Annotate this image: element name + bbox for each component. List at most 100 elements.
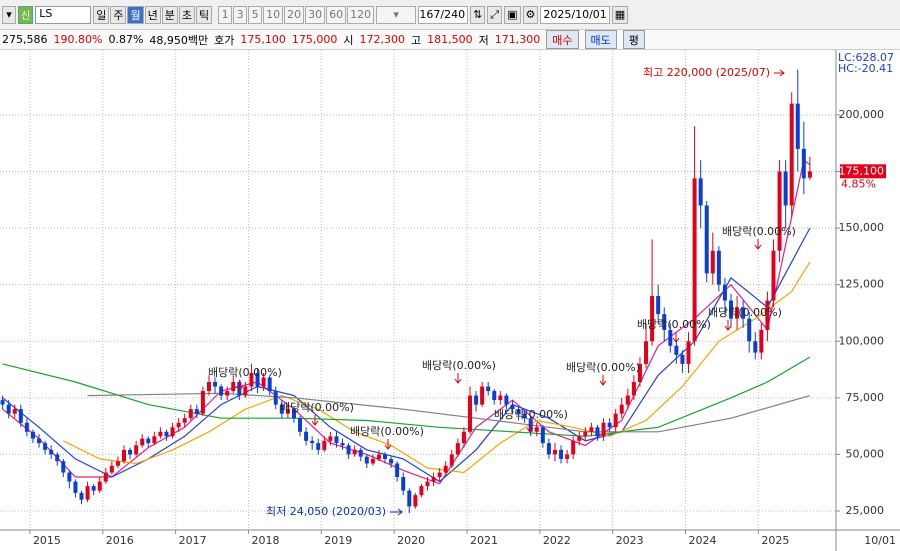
period-button[interactable]: 주 [110,5,127,24]
candle-body [625,395,630,405]
candle-body [30,431,35,439]
dividend-label: 배당락(0.00%) [422,359,496,372]
candle-body [443,465,448,473]
candle-body [219,386,224,396]
y-tick-label: 125,000 [839,278,885,291]
interval-button[interactable]: 10 [263,5,284,24]
candle-body [474,395,479,405]
interval-button[interactable]: 30 [305,5,326,24]
interval-button[interactable]: 1 [218,5,233,24]
candle-body [170,427,175,437]
moving-average [2,227,811,483]
dividend-arrow [724,320,732,331]
dividend-arrow [311,415,319,426]
candle-body [637,363,642,382]
candle-body [698,178,703,206]
y-tick-label: 200,000 [839,108,885,121]
x-tick-label: 2021 [470,534,498,547]
tool[interactable]: ⚙ [522,5,539,24]
candle-body [261,377,266,387]
interval-button[interactable]: 60 [326,5,347,24]
candle-body [0,400,5,405]
chart: 25,000 50,000 75,000 100,000 125,000 150,000 1… [0,50,900,551]
interval-button[interactable]: 5 [248,5,263,24]
tool[interactable]: ▣ [504,5,521,24]
dividend-label: 배당락(0.00%) [350,425,424,438]
candle-body [115,461,120,466]
x-tick-label: 2019 [324,534,352,547]
candle-body [376,454,381,459]
sell-button[interactable]: 매도 [584,30,617,49]
period-button[interactable]: 초 [178,5,195,24]
candle-body [735,307,740,319]
symbol-input[interactable]: LS [35,5,92,24]
candle-body [140,438,145,446]
candle-body [467,395,472,432]
avg-button[interactable]: 평 [622,30,645,49]
dividend-arrow [384,439,392,450]
period-button[interactable]: 월 [127,5,144,24]
period-button[interactable]: 년 [144,5,161,24]
candle-body [152,436,157,444]
calendar[interactable]: ▦ [611,5,629,24]
period-button[interactable]: 틱 [195,5,213,24]
candle-body [146,438,151,444]
last-price-box [840,164,886,179]
candle-body [267,377,272,392]
min-arrow [390,508,403,516]
candle-body [346,445,351,455]
candle-body [304,431,309,441]
dividend-label: 배당락(0.00%) [208,366,282,379]
candle-body [777,171,782,251]
candle-body [164,431,169,437]
high: 181,500 [427,33,473,46]
candle-body [559,449,564,459]
candle-body [583,431,588,437]
combo[interactable]: ▾ [376,5,417,24]
candle-body [759,329,764,353]
date-input[interactable]: 2025/10/01 [540,5,610,24]
quote-bar: 275,586 190.80% 0.87% 48,950백만 호가 175,10… [0,30,900,50]
count: 167/240 [418,5,469,24]
period-button[interactable]: 일 [93,5,110,24]
candle-body [12,409,17,414]
dividend-arrow [454,373,462,384]
candle-body [486,386,491,392]
low: 171,300 [494,33,541,46]
moving-average [2,356,811,437]
candle-body [67,472,72,482]
candle-body [577,436,582,441]
volume: 275,586 [2,33,48,46]
candle-body [492,391,497,401]
x-tick-label: 2017 [179,534,207,547]
candle-body [789,103,794,206]
candle-body [255,372,260,387]
candle-body [510,404,515,410]
x-tick-label: 2015 [33,534,61,547]
candle-body [607,422,612,428]
buy-button[interactable]: 매수 [546,30,579,49]
candle-body [395,463,400,478]
candle-body [231,381,236,392]
dividend-arrow [526,422,534,433]
candle-body [461,431,466,444]
dividend-arrow [599,375,607,386]
moving-average [2,159,811,485]
tool[interactable]: ⤢ [487,5,503,24]
candle-body [316,443,321,450]
interval-button[interactable]: 120 [347,5,375,24]
dividend-label: 배당락(0.00%) [708,306,782,319]
tool[interactable]: ⇅ [470,5,486,24]
candle-body [134,445,139,455]
candle-body [213,381,218,387]
period-button[interactable]: 분 [161,5,178,24]
candle-body [455,443,460,455]
dropdown[interactable]: ▾ [2,5,16,24]
candle-body [109,465,114,473]
candle-body [176,422,181,428]
interval-button[interactable]: 20 [284,5,305,24]
candle-body [613,413,618,428]
interval-button[interactable]: 3 [233,5,248,24]
